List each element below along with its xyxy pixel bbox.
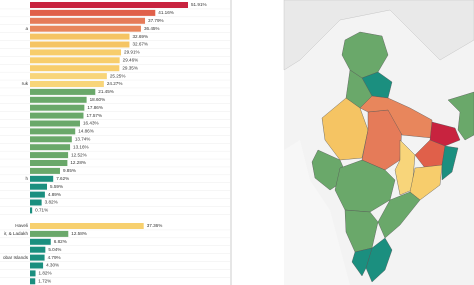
bar [30, 81, 104, 87]
region [409, 164, 443, 201]
value-label: 1.82% [39, 271, 52, 276]
map [283, 0, 474, 285]
bar [30, 160, 68, 166]
value-label: 36.45% [144, 26, 160, 31]
bar [30, 2, 188, 8]
value-label: 9.85% [63, 168, 76, 173]
value-label: 32.69% [132, 34, 148, 39]
value-label: 6.82% [54, 239, 67, 244]
value-label: 1.72% [38, 279, 51, 284]
value-label: 37.36% [147, 223, 163, 228]
value-label: 41.16% [158, 10, 174, 15]
bar [30, 207, 33, 214]
bar [30, 199, 42, 206]
bar [30, 136, 72, 143]
bar [30, 270, 36, 277]
value-label: 18.60% [90, 97, 106, 102]
value-label: 7.62% [56, 176, 69, 181]
value-label: 0.71% [35, 208, 48, 213]
bar [30, 88, 96, 95]
value-label: 5.04% [48, 247, 61, 252]
bar [30, 238, 51, 245]
bar [30, 246, 46, 253]
bar [30, 230, 69, 237]
region [351, 247, 373, 277]
bar [30, 128, 76, 135]
value-label: 13.74% [75, 137, 91, 142]
bar [30, 191, 45, 198]
value-label: 21.45% [98, 89, 114, 94]
value-label: 25.25% [110, 73, 126, 78]
bar [30, 17, 146, 24]
sea [284, 140, 350, 285]
row-label: a [25, 26, 28, 31]
value-label: 29.46% [123, 58, 139, 63]
value-label: 4.89% [48, 192, 61, 197]
bar [30, 120, 81, 127]
value-label: 4.79% [48, 255, 61, 260]
bar [30, 223, 144, 229]
bar [30, 254, 45, 261]
row-label: h [25, 176, 28, 181]
value-label: 29.91% [124, 50, 140, 55]
bar [30, 144, 71, 151]
region [441, 145, 459, 181]
region [394, 139, 416, 196]
row-label: Haveli [15, 223, 28, 228]
bar [30, 112, 84, 119]
row-label: ruk [22, 81, 29, 86]
bar [30, 25, 141, 32]
value-label: 12.58% [71, 231, 87, 236]
value-label: 12.52% [71, 152, 87, 157]
value-label: 29.35% [122, 65, 138, 70]
value-label: 17.86% [87, 105, 103, 110]
value-label: 13.16% [73, 144, 89, 149]
bar [30, 167, 60, 174]
bar [30, 262, 44, 269]
bar [30, 41, 130, 48]
bar [30, 96, 87, 103]
bar [30, 65, 120, 72]
region [447, 91, 474, 141]
bar [30, 175, 54, 182]
value-label: 32.67% [132, 42, 148, 47]
value-label: 4.30% [46, 263, 59, 268]
bar [30, 33, 130, 40]
row-label: obar Islands [3, 255, 29, 260]
value-label: 5.59% [50, 184, 63, 189]
value-label: 24.27% [107, 81, 123, 86]
row-label: ir, & Ladakh [4, 231, 29, 236]
value-label: 17.57% [86, 113, 102, 118]
bar [30, 152, 69, 159]
region [359, 95, 433, 139]
bar [30, 278, 36, 285]
neighbor-land [283, 0, 474, 71]
value-label: 3.82% [45, 200, 58, 205]
value-label: 37.79% [148, 18, 164, 23]
bar [30, 73, 107, 80]
bar [30, 9, 156, 16]
value-label: 51.91% [191, 2, 207, 7]
bar-chart: 51.91% 41.16% 37.79% a 36.45% 32.69% 32.67% 29.… [0, 2, 230, 285]
bar [30, 104, 85, 111]
bar [30, 183, 48, 190]
region [429, 121, 461, 147]
bar [30, 57, 120, 64]
bar [30, 49, 122, 56]
value-label: 14.86% [78, 129, 94, 134]
value-label: 12.28% [70, 160, 86, 165]
value-label: 16.43% [83, 121, 99, 126]
region [321, 97, 369, 161]
